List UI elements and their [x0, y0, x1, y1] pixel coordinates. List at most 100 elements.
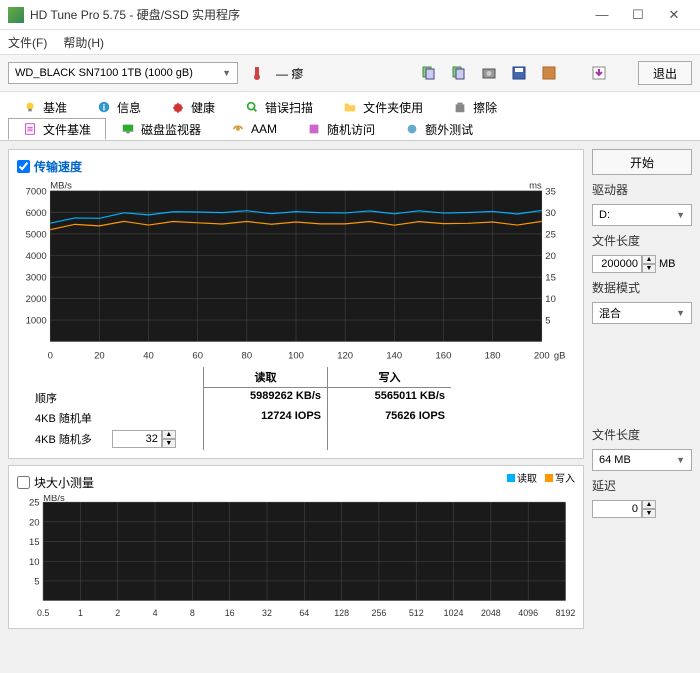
svg-text:MB/s: MB/s: [43, 495, 65, 504]
tab-filebench[interactable]: 文件基准: [8, 118, 106, 140]
app-icon: [8, 7, 24, 23]
settings-icon[interactable]: [538, 62, 560, 84]
blocksize-checkbox-label: 块大小测量: [34, 474, 94, 491]
svg-text:25: 25: [29, 498, 40, 509]
stats-value: 5989262 KB/s: [203, 388, 327, 408]
svg-text:8192: 8192: [556, 608, 575, 618]
datamode-label: 数据模式: [592, 279, 692, 296]
svg-text:4: 4: [153, 608, 158, 618]
tab-monitor[interactable]: 磁盘监视器: [106, 118, 216, 140]
tab-health[interactable]: 健康: [156, 96, 230, 118]
svg-text:120: 120: [337, 350, 353, 361]
svg-text:0: 0: [48, 350, 53, 361]
filelen2-select[interactable]: 64 MB▼: [592, 449, 692, 471]
stats-row-label: 4KB 随机多 ▲▼: [17, 428, 203, 450]
toolbar: WD_BLACK SN7100 1TB (1000 gB) ▼ — 瘳 退出: [0, 54, 700, 92]
stats-read-header: 读取: [203, 367, 327, 388]
tab-aam[interactable]: AAM: [216, 118, 292, 140]
svg-text:15: 15: [545, 273, 556, 284]
svg-text:30: 30: [545, 208, 556, 219]
transfer-checkbox-label: 传输速度: [34, 158, 82, 175]
svg-text:140: 140: [386, 350, 402, 361]
svg-text:5: 5: [34, 577, 39, 588]
stats-row-label: 4KB 随机单: [17, 408, 203, 428]
side-panel: 开始 驱动器 D:▼ 文件长度 ▲▼ MB 数据模式 混合▼ 文件长度 64 M…: [592, 149, 692, 665]
thread-spinner[interactable]: ▲▼: [112, 430, 176, 448]
camera-icon[interactable]: [478, 62, 500, 84]
svg-text:80: 80: [242, 350, 253, 361]
svg-text:gB: gB: [554, 350, 566, 361]
svg-text:10: 10: [29, 557, 40, 568]
svg-text:2048: 2048: [481, 608, 501, 618]
svg-text:5000: 5000: [26, 230, 47, 241]
filelen-label: 文件长度: [592, 232, 692, 249]
close-button[interactable]: ✕: [656, 3, 692, 27]
datamode-select[interactable]: 混合▼: [592, 302, 692, 324]
svg-text:7000: 7000: [26, 186, 47, 197]
drive-select-value: WD_BLACK SN7100 1TB (1000 gB): [15, 67, 193, 79]
svg-text:10: 10: [545, 294, 556, 305]
stats-row-label: 顺序: [17, 388, 203, 408]
blocksize-checkbox[interactable]: [17, 476, 30, 489]
svg-text:25: 25: [545, 230, 556, 241]
screenshot-icon[interactable]: [448, 62, 470, 84]
tab-erase[interactable]: 擦除: [438, 96, 512, 118]
start-button[interactable]: 开始: [592, 149, 692, 175]
stats-value: 75626 IOPS: [327, 408, 451, 428]
delay-spinner[interactable]: ▲▼: [592, 500, 692, 518]
svg-text:180: 180: [485, 350, 501, 361]
tab-scan[interactable]: 错误扫描: [230, 96, 328, 118]
tab-bulb[interactable]: 基准: [8, 96, 82, 118]
svg-text:3000: 3000: [26, 273, 47, 284]
svg-text:i: i: [103, 103, 105, 113]
blocksize-chart: 5101520250.51248163264128256512102420484…: [17, 495, 575, 620]
svg-text:100: 100: [288, 350, 304, 361]
transfer-checkbox[interactable]: [17, 160, 30, 173]
filelen-unit: MB: [659, 258, 676, 270]
svg-text:512: 512: [409, 608, 424, 618]
svg-text:15: 15: [29, 537, 40, 548]
exit-button[interactable]: 退出: [638, 61, 692, 85]
svg-text:32: 32: [262, 608, 272, 618]
svg-text:6000: 6000: [26, 208, 47, 219]
temperature-icon[interactable]: [246, 62, 268, 84]
menu-help[interactable]: 帮助(H): [63, 34, 104, 51]
svg-text:160: 160: [436, 350, 452, 361]
tab-folder[interactable]: 文件夹使用: [328, 96, 438, 118]
svg-text:200: 200: [534, 350, 550, 361]
blocksize-panel: 块大小测量 读取 写入 5101520250.51248163264128256…: [8, 465, 584, 629]
filelen-spinner[interactable]: ▲▼: [592, 255, 656, 273]
transfer-chart: 1000200030004000500060007000510152025303…: [17, 179, 575, 363]
svg-text:20: 20: [545, 251, 556, 262]
driver-select[interactable]: D:▼: [592, 204, 692, 226]
svg-text:35: 35: [545, 186, 556, 197]
svg-text:256: 256: [372, 608, 387, 618]
svg-text:8: 8: [190, 608, 195, 618]
svg-text:1: 1: [78, 608, 83, 618]
tab-extra[interactable]: 额外测试: [390, 118, 488, 140]
chevron-down-icon: ▼: [222, 68, 231, 78]
svg-text:MB/s: MB/s: [50, 180, 72, 191]
minimize-button[interactable]: —: [584, 3, 620, 27]
tab-info[interactable]: i信息: [82, 96, 156, 118]
svg-text:20: 20: [94, 350, 105, 361]
save-icon[interactable]: [508, 62, 530, 84]
stats-write-header: 写入: [327, 367, 451, 388]
stats-value: 5565011 KB/s: [327, 388, 451, 408]
svg-text:2: 2: [115, 608, 120, 618]
stats-table: 读取 写入 顺序 5989262 KB/s 5565011 KB/s 4KB 随…: [17, 367, 575, 450]
chart2-legend: 读取 写入: [507, 470, 575, 485]
svg-text:16: 16: [225, 608, 235, 618]
svg-text:64: 64: [299, 608, 309, 618]
download-icon[interactable]: [588, 62, 610, 84]
svg-text:40: 40: [143, 350, 154, 361]
tab-random[interactable]: 随机访问: [292, 118, 390, 140]
svg-text:60: 60: [192, 350, 203, 361]
drive-select[interactable]: WD_BLACK SN7100 1TB (1000 gB) ▼: [8, 62, 238, 84]
maximize-button[interactable]: ☐: [620, 3, 656, 27]
svg-text:4000: 4000: [26, 251, 47, 262]
menu-file[interactable]: 文件(F): [8, 34, 47, 51]
svg-text:2000: 2000: [26, 294, 47, 305]
titlebar: HD Tune Pro 5.75 - 硬盘/SSD 实用程序 — ☐ ✕: [0, 0, 700, 30]
copy-icon[interactable]: [418, 62, 440, 84]
